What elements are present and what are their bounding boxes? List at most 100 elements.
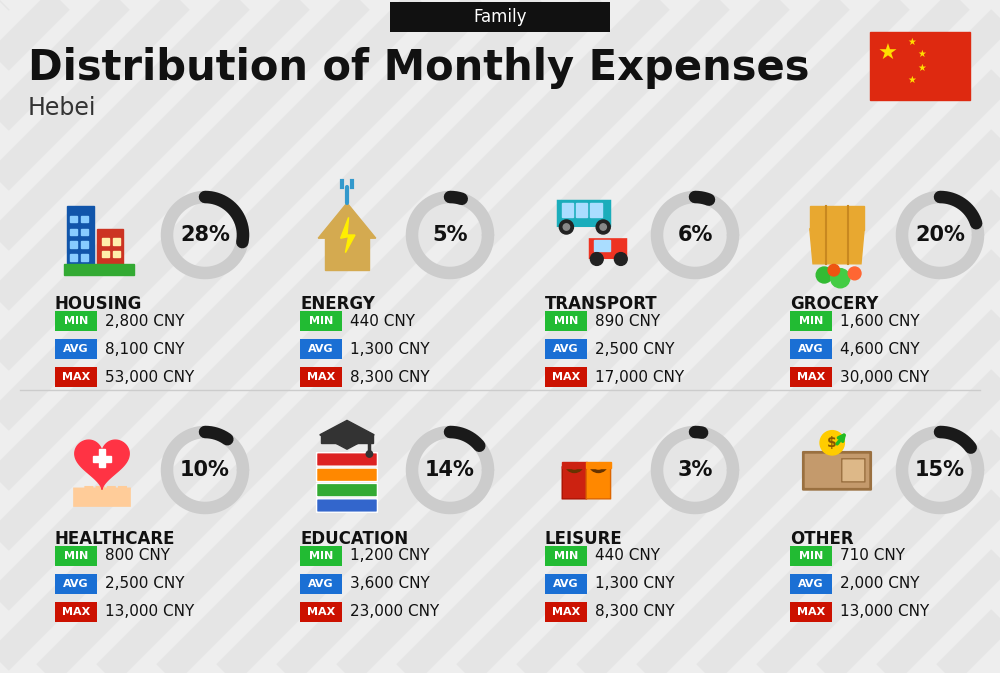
FancyBboxPatch shape [790,367,832,387]
Text: AVG: AVG [63,579,89,589]
Polygon shape [810,229,864,264]
Text: 1,300 CNY: 1,300 CNY [595,577,675,592]
FancyBboxPatch shape [300,339,342,359]
Text: MAX: MAX [62,372,90,382]
Bar [102,251,109,257]
Text: ★: ★ [908,37,916,47]
FancyBboxPatch shape [300,311,342,331]
Bar [97,229,123,264]
FancyBboxPatch shape [545,574,587,594]
Text: AVG: AVG [308,579,334,589]
FancyBboxPatch shape [317,453,377,466]
Text: 17,000 CNY: 17,000 CNY [595,369,684,384]
FancyBboxPatch shape [545,339,587,359]
FancyBboxPatch shape [545,546,587,566]
Text: ★: ★ [918,63,926,73]
Circle shape [563,224,570,230]
Text: HOUSING: HOUSING [55,295,142,313]
Text: 4,600 CNY: 4,600 CNY [840,341,920,357]
Text: 20%: 20% [915,225,965,245]
Text: AVG: AVG [553,344,579,354]
Text: 6%: 6% [677,225,713,245]
Text: LEISURE: LEISURE [545,530,623,548]
FancyBboxPatch shape [842,459,865,482]
FancyBboxPatch shape [589,238,627,259]
FancyBboxPatch shape [790,546,832,566]
FancyBboxPatch shape [55,602,97,622]
FancyBboxPatch shape [586,467,611,499]
FancyBboxPatch shape [300,602,342,622]
Text: MAX: MAX [307,372,335,382]
FancyBboxPatch shape [84,486,93,497]
Circle shape [590,252,603,265]
Text: MAX: MAX [552,607,580,617]
Bar [64,264,134,275]
FancyBboxPatch shape [803,452,871,489]
Text: MIN: MIN [64,551,88,561]
Bar [81,254,88,260]
Text: TRANSPORT: TRANSPORT [545,295,658,313]
FancyBboxPatch shape [55,311,97,331]
FancyBboxPatch shape [300,546,342,566]
FancyBboxPatch shape [790,602,832,622]
FancyBboxPatch shape [73,487,131,507]
FancyBboxPatch shape [55,574,97,594]
Bar [590,203,602,217]
Text: 800 CNY: 800 CNY [105,548,170,563]
FancyBboxPatch shape [790,311,832,331]
Bar [870,32,970,100]
Circle shape [366,451,373,457]
FancyBboxPatch shape [317,483,377,497]
Text: EDUCATION: EDUCATION [300,530,408,548]
Text: Distribution of Monthly Expenses: Distribution of Monthly Expenses [28,47,810,89]
FancyBboxPatch shape [545,367,587,387]
FancyBboxPatch shape [300,574,342,594]
Polygon shape [320,421,374,449]
Text: MIN: MIN [554,551,578,561]
Bar [102,238,109,244]
Circle shape [600,224,606,230]
Text: 28%: 28% [180,225,230,245]
FancyBboxPatch shape [557,200,611,227]
Text: 8,100 CNY: 8,100 CNY [105,341,184,357]
Bar [113,238,120,244]
Text: MAX: MAX [552,372,580,382]
FancyBboxPatch shape [55,339,97,359]
Text: $: $ [827,436,837,450]
FancyBboxPatch shape [545,602,587,622]
Circle shape [559,220,573,234]
Text: AVG: AVG [798,579,824,589]
Bar [586,462,611,468]
Bar [325,238,369,270]
Text: 2,800 CNY: 2,800 CNY [105,314,184,328]
Text: 3%: 3% [677,460,713,480]
FancyBboxPatch shape [300,367,342,387]
Text: 710 CNY: 710 CNY [840,548,905,563]
Text: 1,600 CNY: 1,600 CNY [840,314,920,328]
Text: 14%: 14% [425,460,475,480]
Bar [576,203,587,217]
Bar [321,435,373,443]
Circle shape [848,267,861,280]
Polygon shape [75,440,129,489]
Text: HEALTHCARE: HEALTHCARE [55,530,176,548]
Text: ★: ★ [878,44,898,64]
Text: GROCERY: GROCERY [790,295,878,313]
Text: 2,000 CNY: 2,000 CNY [840,577,920,592]
Text: 8,300 CNY: 8,300 CNY [350,369,430,384]
FancyBboxPatch shape [317,468,377,482]
Text: MIN: MIN [554,316,578,326]
Bar [99,449,105,467]
Text: ENERGY: ENERGY [300,295,375,313]
Text: 13,000 CNY: 13,000 CNY [840,604,929,620]
Text: MIN: MIN [799,551,823,561]
Text: 890 CNY: 890 CNY [595,314,660,328]
Bar [70,216,77,222]
Text: 13,000 CNY: 13,000 CNY [105,604,194,620]
FancyBboxPatch shape [118,486,127,497]
FancyBboxPatch shape [790,339,832,359]
Text: MIN: MIN [309,551,333,561]
Bar [594,240,610,251]
Text: 5%: 5% [432,225,468,245]
Text: 440 CNY: 440 CNY [350,314,415,328]
